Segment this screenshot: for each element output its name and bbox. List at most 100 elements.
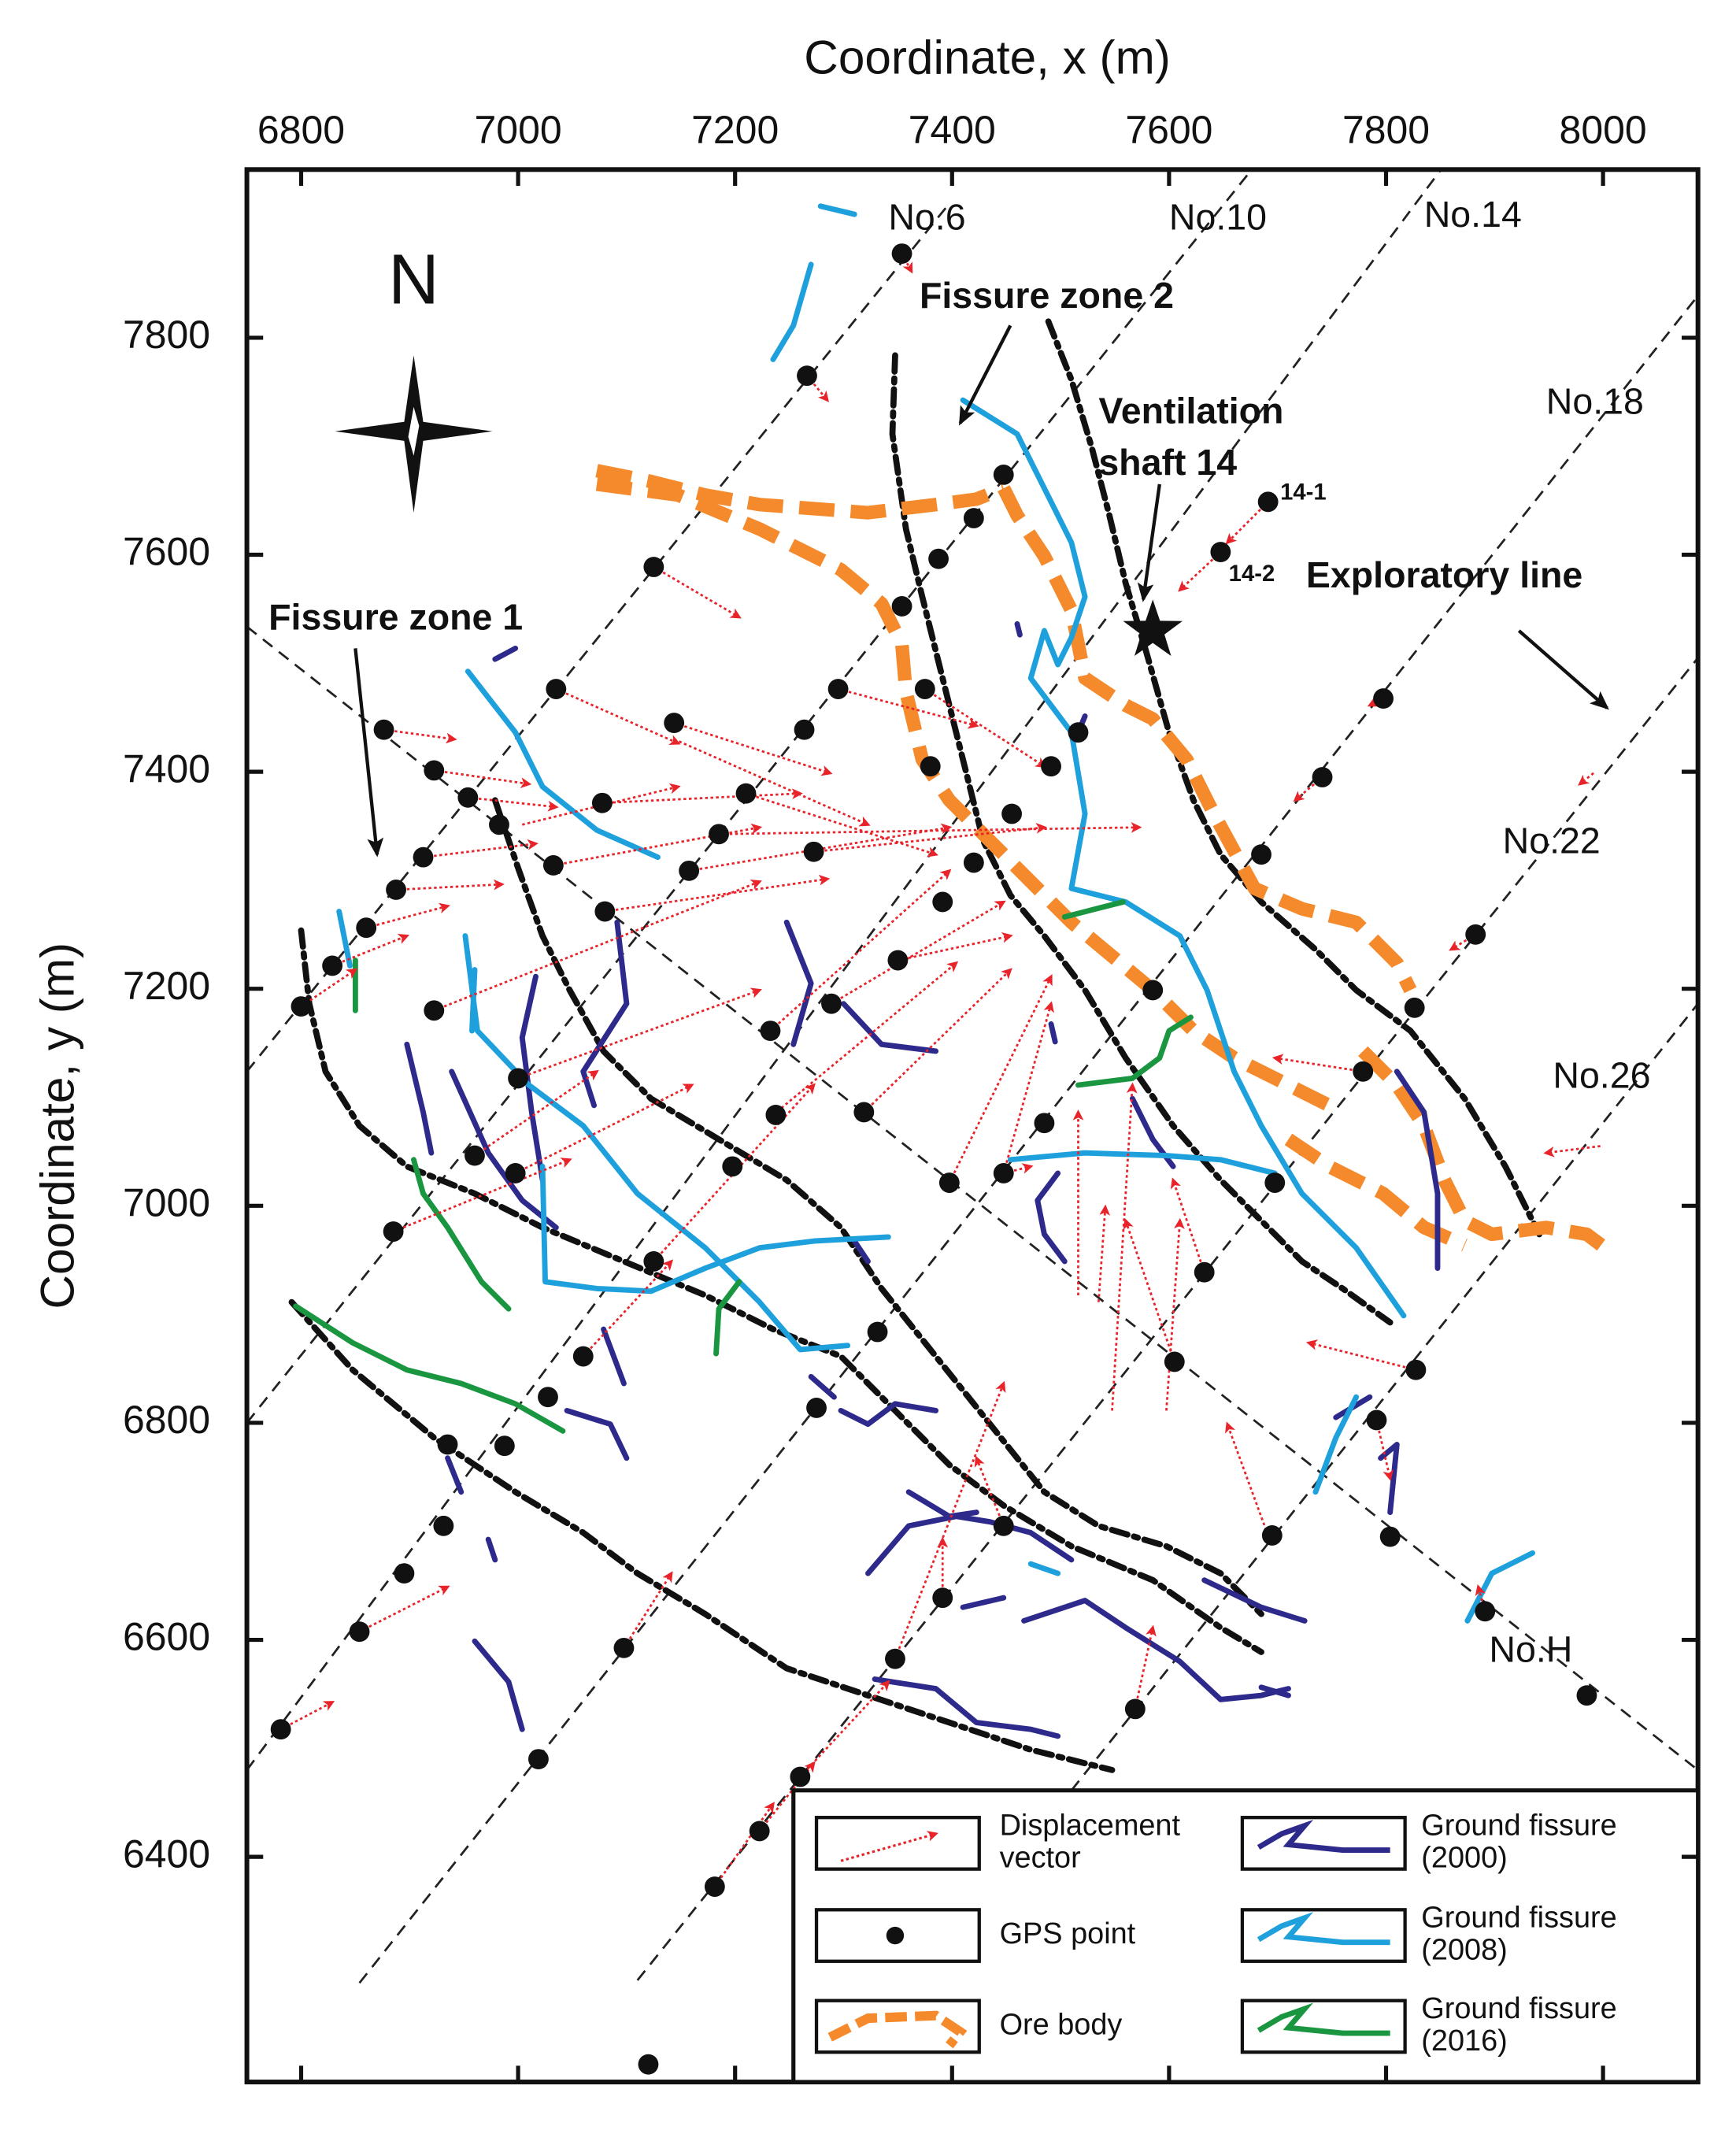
point-label: 14-1 — [1280, 480, 1327, 506]
displacement-vector — [746, 792, 938, 858]
displacement-vector — [1449, 933, 1476, 951]
ground-fissure-2008 — [1007, 1150, 1278, 1176]
exploratory-line — [246, 169, 1443, 1771]
displacement-vector — [468, 796, 559, 812]
displacement-vector — [383, 728, 457, 744]
line-label: No.22 — [1503, 820, 1601, 861]
gps-point — [1001, 803, 1023, 824]
ore-body — [595, 464, 1006, 520]
x-tick-label: 8000 — [1560, 108, 1647, 152]
gps-point — [383, 1221, 404, 1242]
displacement-vector — [1225, 501, 1269, 545]
gps-point — [993, 1163, 1014, 1183]
ground-fissure-2008 — [960, 397, 1407, 1319]
gps-point — [424, 1000, 445, 1021]
gps-point — [505, 1163, 526, 1183]
gps-point — [270, 1719, 291, 1740]
displacement-vector — [1578, 772, 1594, 786]
gps-point — [643, 557, 664, 577]
ground-fissure-2008 — [539, 1163, 891, 1295]
gps-point — [465, 1145, 485, 1166]
legend-label: Displacement — [1000, 1809, 1181, 1842]
gps-point — [760, 1020, 781, 1042]
gps-point — [765, 1104, 787, 1125]
ground-fissure-2008 — [1027, 1561, 1061, 1576]
ground-fissure-2008 — [469, 967, 478, 1034]
ground-fissure-2000 — [841, 1001, 939, 1054]
gps-point — [827, 679, 849, 699]
fissure-zone — [1045, 318, 1543, 1238]
ground-fissure-2016 — [293, 1303, 566, 1434]
ore-body — [595, 477, 1333, 1112]
compass-center — [408, 406, 420, 456]
ground-fissure-2008 — [817, 203, 857, 217]
displacement-vector — [433, 880, 762, 1012]
legend-label: Ground fissure — [1421, 1809, 1616, 1842]
legend-label: (2016) — [1421, 2024, 1507, 2058]
fissure-zone — [889, 352, 1394, 1326]
north-label: N — [388, 239, 439, 318]
displacement-vector — [673, 721, 833, 776]
ground-fissure-2000 — [449, 1069, 559, 1231]
exploratory-line — [636, 657, 1698, 1981]
gps-point — [885, 1648, 905, 1669]
gps-point — [437, 1434, 458, 1455]
shaft-label: shaft 14 — [1098, 442, 1237, 483]
gps-point — [932, 891, 953, 913]
gps-point — [867, 1321, 888, 1343]
annotation-arrow — [353, 648, 384, 858]
gps-point — [1405, 1359, 1427, 1380]
gps-point — [1124, 1698, 1146, 1720]
gps-point — [424, 760, 445, 781]
displacement-vector — [673, 738, 871, 827]
y-tick-label: 6600 — [123, 1615, 210, 1659]
ground-fissure-2008 — [336, 909, 353, 969]
displacement-vector — [1475, 1584, 1486, 1612]
ground-fissure-2000 — [601, 1326, 627, 1387]
ground-fissure-2000 — [838, 1401, 939, 1428]
y-axis-label: Coordinate, y (m) — [31, 943, 84, 1309]
gps-point — [993, 464, 1014, 485]
ground-fissure-2000 — [1035, 1170, 1068, 1265]
gps-point — [291, 996, 312, 1017]
ground-fissure-2016 — [411, 1157, 512, 1312]
displacement-vector — [358, 1585, 450, 1633]
gps-point — [613, 1637, 635, 1658]
gps-point — [797, 365, 817, 387]
displacement-vector — [1225, 1421, 1269, 1536]
gps-point — [722, 1156, 743, 1177]
gps-point — [891, 596, 912, 617]
y-tick-label: 7200 — [123, 964, 210, 1008]
displacement-vector — [1271, 1054, 1364, 1073]
fissure-zone-1-label: Fissure zone 1 — [268, 596, 523, 637]
displacement-vector — [1178, 551, 1222, 592]
displacement-vector — [515, 1083, 694, 1175]
y-tick-label: 7600 — [123, 530, 210, 574]
gps-point — [457, 787, 479, 808]
gps-point — [1194, 1261, 1215, 1283]
ground-fissure-2000 — [1258, 1684, 1291, 1698]
gps-point — [1366, 1409, 1387, 1431]
displacement-vector — [974, 1455, 1005, 1527]
gps-point — [1164, 1351, 1185, 1372]
gps-point — [1465, 924, 1486, 945]
x-tick-label: 7200 — [691, 108, 779, 152]
displacement-vector — [582, 1259, 674, 1358]
gps-point — [806, 1398, 827, 1418]
legend-swatch — [886, 1926, 905, 1945]
line-label: No.6 — [888, 196, 965, 237]
gps-point — [643, 1251, 664, 1272]
ground-fissure-2000 — [492, 645, 519, 662]
fissure-zone — [298, 927, 1264, 1655]
displacement-vector — [653, 565, 742, 619]
displacement-vector — [1003, 1163, 1034, 1175]
gps-point — [1475, 1601, 1496, 1622]
displacement-vector — [1543, 1145, 1601, 1158]
displacement-vector — [605, 874, 831, 913]
gps-point — [853, 1102, 875, 1123]
displacement-vector — [1097, 1204, 1111, 1302]
displacement-vector — [393, 1158, 572, 1233]
gps-point — [1261, 1524, 1283, 1546]
displacement-vector — [280, 1701, 335, 1731]
